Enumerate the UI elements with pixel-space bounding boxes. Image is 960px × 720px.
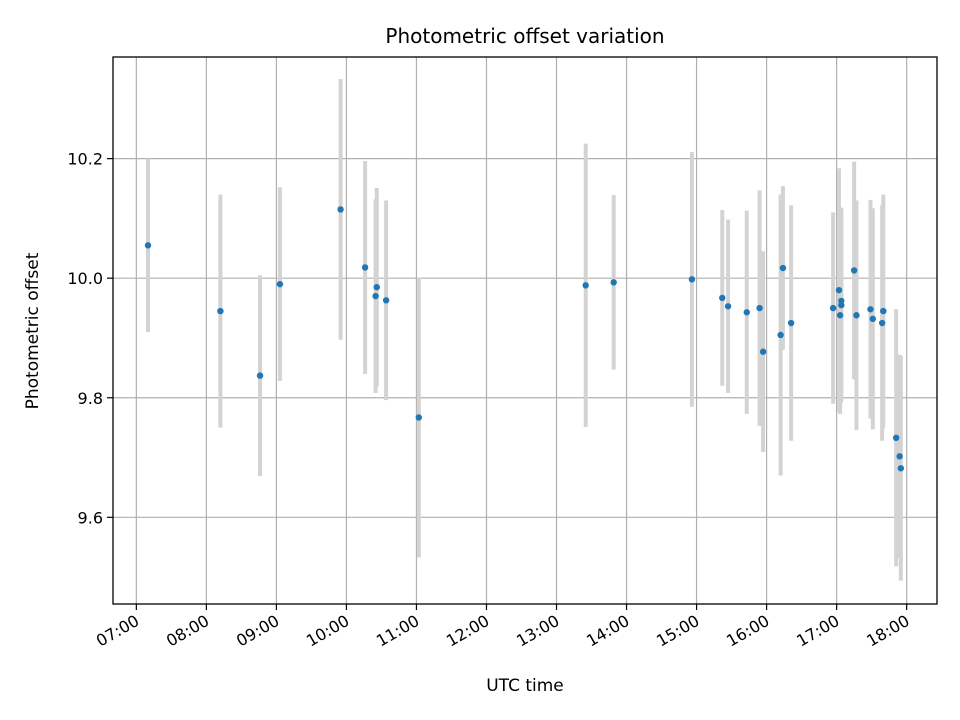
y-tick-label: 10.0 bbox=[67, 269, 103, 288]
data-point bbox=[850, 267, 858, 274]
data-point bbox=[777, 331, 784, 339]
data-point bbox=[897, 465, 905, 472]
data-point bbox=[835, 286, 843, 294]
data-point bbox=[382, 297, 390, 304]
data-point bbox=[217, 307, 224, 315]
data-point bbox=[743, 309, 750, 316]
data-point bbox=[719, 294, 726, 302]
x-axis-label: UTC time bbox=[486, 676, 564, 696]
chart-title: Photometric offset variation bbox=[385, 24, 664, 48]
data-point bbox=[896, 453, 903, 460]
data-point bbox=[892, 434, 900, 442]
data-point bbox=[144, 242, 152, 249]
y-axis-label: Photometric offset bbox=[23, 252, 43, 409]
data-point bbox=[415, 414, 422, 421]
data-point bbox=[361, 264, 369, 271]
data-point bbox=[372, 292, 379, 300]
data-point bbox=[756, 304, 763, 312]
data-point bbox=[610, 279, 617, 286]
data-point bbox=[688, 276, 696, 283]
plot-frame bbox=[112, 56, 938, 605]
y-tick-label: 9.8 bbox=[78, 389, 103, 408]
data-point bbox=[867, 306, 874, 313]
data-point bbox=[878, 319, 886, 327]
data-point bbox=[759, 348, 767, 355]
grid-lines bbox=[113, 57, 937, 604]
data-point bbox=[337, 206, 344, 213]
data-point bbox=[836, 312, 844, 319]
data-point bbox=[724, 303, 732, 310]
data-point bbox=[880, 307, 887, 315]
data-point bbox=[787, 319, 795, 327]
data-point bbox=[256, 372, 264, 379]
data-point bbox=[829, 304, 837, 312]
data-point bbox=[276, 280, 284, 288]
data-points bbox=[144, 206, 905, 472]
y-tick-label: 9.6 bbox=[78, 508, 103, 527]
data-point bbox=[373, 283, 380, 291]
data-point bbox=[869, 315, 877, 323]
data-point bbox=[779, 264, 787, 272]
y-tick-label: 10.2 bbox=[67, 150, 103, 169]
data-point bbox=[838, 297, 845, 305]
y-axis-ticks: 9.6 9.8 10.0 10.2 bbox=[67, 150, 113, 527]
data-point bbox=[853, 312, 860, 319]
data-point bbox=[582, 282, 589, 289]
